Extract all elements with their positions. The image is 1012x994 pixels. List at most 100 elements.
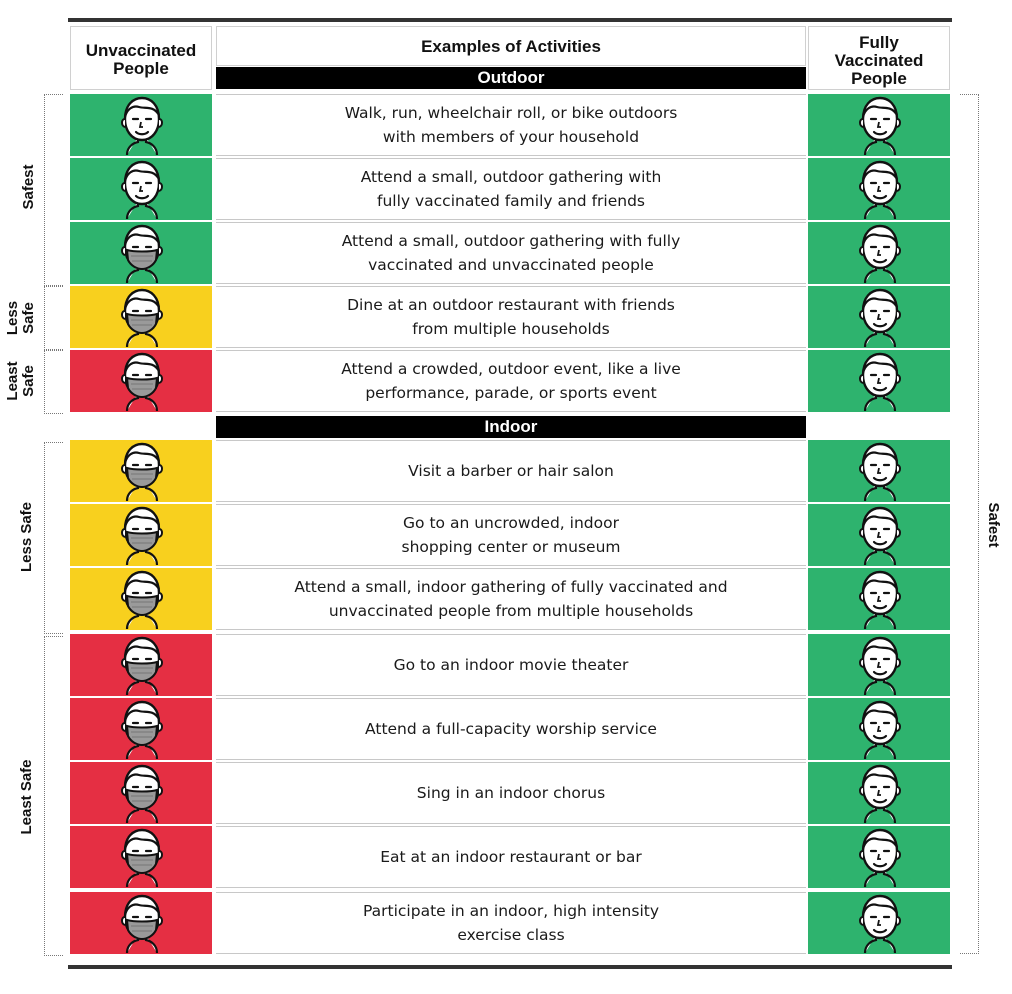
activity-text: Attend a small, outdoor gathering with f…	[216, 222, 806, 284]
label-vaccinated-safest: Safest	[985, 502, 1002, 548]
masked-person-icon	[121, 636, 163, 695]
header-activities: Examples of Activities	[421, 37, 601, 56]
label-indoor-less-safe: Less Safe	[18, 501, 35, 573]
person-icon	[121, 96, 163, 155]
person-icon	[121, 160, 163, 219]
top-rule	[68, 18, 952, 22]
activity-text: Go to an uncrowded, indoor shopping cent…	[216, 504, 806, 566]
unvaccinated-risk-cell	[70, 634, 212, 696]
person-icon	[859, 160, 901, 219]
masked-person-icon	[121, 700, 163, 759]
person-icon	[859, 224, 901, 283]
header-cell-center	[216, 26, 806, 66]
vaccinated-risk-cell	[808, 504, 950, 566]
table-row: Sing in an indoor chorus	[70, 762, 950, 824]
masked-person-icon	[121, 352, 163, 411]
activity-text: Go to an indoor movie theater	[216, 634, 806, 696]
header-cell-left	[70, 26, 212, 90]
unvaccinated-risk-cell	[70, 568, 212, 630]
vaccinated-risk-cell	[808, 440, 950, 502]
person-icon	[859, 96, 901, 155]
person-icon	[859, 700, 901, 759]
bracket-indoor-less-safe	[44, 442, 63, 634]
activity-text: Attend a small, indoor gathering of full…	[216, 568, 806, 630]
vaccinated-risk-cell	[808, 762, 950, 824]
vaccinated-risk-cell	[808, 634, 950, 696]
table-row: Walk, run, wheelchair roll, or bike outd…	[70, 94, 950, 156]
masked-person-icon	[121, 442, 163, 501]
table-row: Attend a crowded, outdoor event, like a …	[70, 350, 950, 412]
section-outdoor: Outdoor	[216, 67, 806, 89]
activity-text: Dine at an outdoor restaurant with frien…	[216, 286, 806, 348]
person-icon	[859, 506, 901, 565]
activity-text: Attend a crowded, outdoor event, like a …	[216, 350, 806, 412]
unvaccinated-risk-cell	[70, 222, 212, 284]
table-row: Eat at an indoor restaurant or bar	[70, 826, 950, 888]
vaccinated-risk-cell	[808, 158, 950, 220]
masked-person-icon	[121, 506, 163, 565]
activity-text: Walk, run, wheelchair roll, or bike outd…	[216, 94, 806, 156]
label-outdoor-less-safe: Less Safe	[4, 300, 37, 336]
vaccinated-risk-cell	[808, 222, 950, 284]
table-row: Participate in an indoor, high intensity…	[70, 892, 950, 954]
bracket-vaccinated-safest	[960, 94, 979, 954]
activity-text: Attend a small, outdoor gathering with f…	[216, 158, 806, 220]
activity-text: Attend a full-capacity worship service	[216, 698, 806, 760]
header-vaccinated: Fully Vaccinated People	[834, 33, 924, 88]
masked-person-icon	[121, 224, 163, 283]
masked-person-icon	[121, 288, 163, 347]
label-indoor-least-safe: Least Safe	[18, 759, 35, 835]
bracket-outdoor-less-safe	[44, 286, 63, 350]
section-indoor: Indoor	[216, 416, 806, 438]
unvaccinated-risk-cell	[70, 892, 212, 954]
vaccinated-risk-cell	[808, 568, 950, 630]
person-icon	[859, 288, 901, 347]
table-row: Go to an indoor movie theater	[70, 634, 950, 696]
label-outdoor-least-safe: Least Safe	[4, 361, 37, 401]
person-icon	[859, 764, 901, 823]
person-icon	[859, 894, 901, 953]
unvaccinated-risk-cell	[70, 158, 212, 220]
masked-person-icon	[121, 894, 163, 953]
table-row: Attend a full-capacity worship service	[70, 698, 950, 760]
bracket-outdoor-least-safe	[44, 350, 63, 414]
table-row: Go to an uncrowded, indoor shopping cent…	[70, 504, 950, 566]
table-row: Visit a barber or hair salon	[70, 440, 950, 502]
unvaccinated-risk-cell	[70, 762, 212, 824]
bottom-rule	[68, 965, 952, 969]
unvaccinated-risk-cell	[70, 504, 212, 566]
masked-person-icon	[121, 764, 163, 823]
vaccinated-risk-cell	[808, 826, 950, 888]
person-icon	[859, 352, 901, 411]
person-icon	[859, 636, 901, 695]
header-unvaccinated: Unvaccinated People	[85, 41, 197, 78]
vaccinated-risk-cell	[808, 94, 950, 156]
table-row: Attend a small, outdoor gathering with f…	[70, 222, 950, 284]
vaccinated-risk-cell	[808, 892, 950, 954]
table-row: Attend a small, indoor gathering of full…	[70, 568, 950, 630]
activity-text: Eat at an indoor restaurant or bar	[216, 826, 806, 888]
bracket-indoor-least-safe	[44, 636, 63, 956]
bracket-outdoor-safest	[44, 94, 63, 286]
table-row: Dine at an outdoor restaurant with frien…	[70, 286, 950, 348]
header-cell-right	[808, 26, 950, 90]
person-icon	[859, 828, 901, 887]
unvaccinated-risk-cell	[70, 826, 212, 888]
vaccinated-risk-cell	[808, 286, 950, 348]
masked-person-icon	[121, 828, 163, 887]
masked-person-icon	[121, 570, 163, 629]
vaccinated-risk-cell	[808, 350, 950, 412]
person-icon	[859, 442, 901, 501]
label-outdoor-safest: Safest	[20, 164, 37, 210]
person-icon	[859, 570, 901, 629]
activity-text: Sing in an indoor chorus	[216, 762, 806, 824]
activity-text: Visit a barber or hair salon	[216, 440, 806, 502]
unvaccinated-risk-cell	[70, 94, 212, 156]
unvaccinated-risk-cell	[70, 350, 212, 412]
unvaccinated-risk-cell	[70, 698, 212, 760]
unvaccinated-risk-cell	[70, 440, 212, 502]
activity-text: Participate in an indoor, high intensity…	[216, 892, 806, 954]
table-row: Attend a small, outdoor gathering with f…	[70, 158, 950, 220]
unvaccinated-risk-cell	[70, 286, 212, 348]
vaccinated-risk-cell	[808, 698, 950, 760]
